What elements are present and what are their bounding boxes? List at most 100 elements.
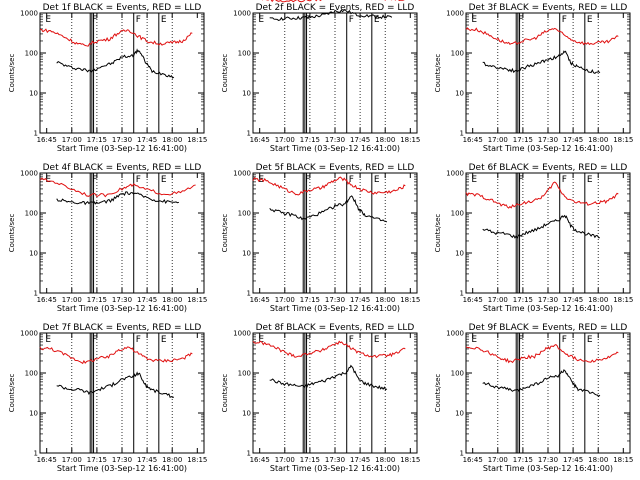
x-tick-label: 17:15 [87, 296, 107, 304]
marker-letter: F [92, 175, 97, 185]
x-tick-label: 17:45 [350, 456, 370, 464]
x-tick-label: 17:15 [300, 296, 320, 304]
x-tick-label: 18:15 [187, 136, 207, 144]
y-axis-label: Counts/sec [434, 374, 442, 413]
marker-letter: F [518, 175, 523, 185]
x-tick-label: 17:45 [137, 296, 157, 304]
lld-series-line [465, 27, 619, 46]
x-axis-label: Start Time (03-Sep-12 16:41:00) [270, 144, 400, 153]
y-tick-label: 1 [34, 450, 38, 458]
marker-letter: F [92, 335, 97, 345]
x-tick-label: 17:15 [513, 296, 533, 304]
chart-panel-2: Det 2f BLACK = Events, RED = LLD E F F E 1 10 1… [221, 0, 420, 153]
y-axis-label: Counts/sec [221, 54, 229, 93]
y-tick-label: 1 [460, 130, 464, 138]
y-tick-label: 1 [247, 130, 251, 138]
marker-letter: F [518, 335, 523, 345]
x-tick-label: 16:45 [463, 296, 483, 304]
x-tick-label: 18:15 [187, 296, 207, 304]
marker-letter: E [161, 335, 167, 345]
y-tick-label: 100 [238, 370, 251, 378]
x-tick-label: 16:45 [463, 136, 483, 144]
x-axis-label: Start Time (03-Sep-12 16:41:00) [483, 144, 613, 153]
x-tick-label: 17:30 [538, 456, 558, 464]
x-tick-label: 16:45 [463, 456, 483, 464]
x-axis-label: Start Time (03-Sep-12 16:41:00) [483, 304, 613, 313]
chart-title: Det 9f BLACK = Events, RED = LLD [469, 323, 628, 333]
x-tick-label: 18:00 [162, 296, 182, 304]
marker-letter: E [374, 335, 380, 345]
chart-panel-3: Det 3f BLACK = Events, RED = LLD E F F E 1 10 1… [434, 3, 633, 153]
x-axis-label: Start Time (03-Sep-12 16:41:00) [57, 144, 187, 153]
y-tick-label: 100 [451, 50, 464, 58]
x-axis-label: Start Time (03-Sep-12 16:41:00) [483, 464, 613, 473]
x-tick-label: 17:00 [488, 456, 508, 464]
events-series-line [482, 214, 600, 239]
y-tick-label: 10 [29, 250, 38, 258]
x-tick-label: 17:00 [488, 136, 508, 144]
marker-letter: F [136, 15, 141, 25]
x-tick-label: 17:00 [488, 296, 508, 304]
chart-panel-9: Det 9f BLACK = Events, RED = LLD E F F E 1 10 1… [434, 323, 633, 473]
x-tick-label: 17:00 [275, 296, 295, 304]
x-tick-label: 17:30 [538, 296, 558, 304]
y-tick-label: 10 [242, 250, 251, 258]
x-tick-label: 16:45 [37, 296, 57, 304]
chart-panel-7: Det 7f BLACK = Events, RED = LLD E F F E 1 10 1… [8, 323, 207, 473]
x-tick-label: 18:00 [162, 456, 182, 464]
y-axis-label: Counts/sec [434, 54, 442, 93]
marker-letter: F [136, 175, 141, 185]
lld-series-line [465, 343, 619, 364]
marker-letter: E [587, 15, 593, 25]
x-tick-label: 17:00 [62, 136, 82, 144]
y-tick-label: 100 [25, 50, 38, 58]
x-tick-label: 16:45 [37, 456, 57, 464]
y-tick-label: 1000 [20, 170, 38, 178]
x-tick-label: 18:15 [613, 456, 633, 464]
x-axis-label: Start Time (03-Sep-12 16:41:00) [57, 464, 187, 473]
x-tick-label: 17:45 [563, 136, 583, 144]
marker-letter: E [45, 335, 51, 345]
x-tick-label: 17:30 [325, 296, 345, 304]
marker-letter: F [305, 335, 310, 345]
x-tick-label: 17:30 [112, 136, 132, 144]
marker-letter: F [349, 15, 354, 25]
y-tick-label: 1 [34, 130, 38, 138]
marker-letter: E [258, 175, 264, 185]
y-tick-label: 100 [451, 370, 464, 378]
marker-letter: F [305, 15, 310, 25]
x-tick-label: 17:15 [513, 456, 533, 464]
marker-letter: E [374, 15, 380, 25]
marker-letter: F [92, 15, 97, 25]
x-tick-label: 16:45 [37, 136, 57, 144]
events-series-line [269, 8, 393, 21]
events-series-line [56, 48, 175, 79]
marker-letter: E [45, 15, 51, 25]
marker-letter: F [349, 335, 354, 345]
lld-series-line [40, 28, 193, 47]
marker-letter: E [45, 175, 51, 185]
marker-letter: E [161, 15, 167, 25]
y-tick-label: 10 [29, 90, 38, 98]
x-tick-label: 18:15 [400, 456, 420, 464]
marker-letter: F [562, 175, 567, 185]
events-series-line [56, 371, 175, 399]
marker-letter: F [518, 15, 523, 25]
x-axis-label: Start Time (03-Sep-12 16:41:00) [57, 304, 187, 313]
x-tick-label: 17:15 [513, 136, 533, 144]
marker-letter: E [258, 335, 264, 345]
x-tick-label: 17:30 [112, 296, 132, 304]
chart-title: Det 3f BLACK = Events, RED = LLD [469, 3, 628, 13]
y-tick-label: 100 [25, 370, 38, 378]
x-tick-label: 18:15 [400, 296, 420, 304]
events-series-line [269, 364, 388, 391]
x-tick-label: 18:00 [375, 296, 395, 304]
y-tick-label: 10 [455, 250, 464, 258]
x-tick-label: 16:45 [250, 456, 270, 464]
marker-letter: F [349, 175, 354, 185]
x-tick-label: 18:00 [588, 136, 608, 144]
lld-series-line [252, 176, 406, 196]
chart-panel-4: Det 4f BLACK = Events, RED = LLD E F F E 1 10 1… [8, 163, 207, 313]
x-tick-label: 17:15 [300, 136, 320, 144]
